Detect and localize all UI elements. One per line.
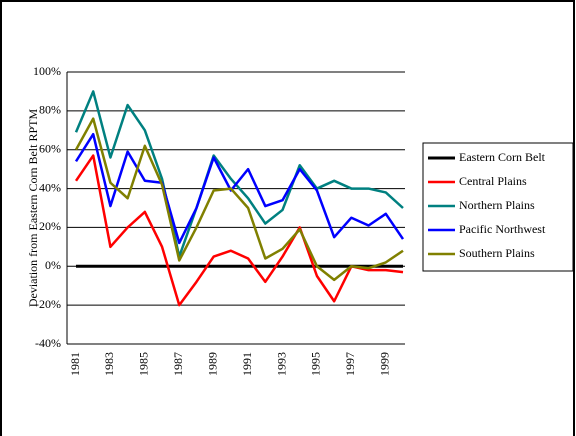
series-line [74, 117, 404, 282]
legend-label: Central Plains [459, 174, 527, 188]
legend-label: Eastern Corn Belt [459, 150, 546, 164]
legend-label: Pacific Northwest [459, 222, 546, 236]
legend-label: Northern Plains [459, 198, 535, 212]
x-tick-label: 1993 [274, 352, 288, 376]
y-tick-label: 20% [39, 219, 61, 233]
x-tick-label: 1999 [378, 352, 392, 376]
x-tick-label: 1981 [68, 352, 82, 376]
series-line [74, 132, 405, 245]
y-tick-label: 60% [39, 141, 61, 155]
x-tick-label: 1997 [343, 352, 357, 376]
x-tick-label: 1995 [309, 352, 323, 376]
y-axis-label: Deviation from Eastern Corn Belt RPTM [26, 109, 40, 308]
y-tick-label: 100% [33, 64, 61, 78]
x-tick-label: 1989 [205, 352, 219, 376]
x-tick-label: 1983 [102, 352, 116, 376]
y-tick-label: 0% [45, 258, 61, 272]
y-tick-label: -20% [35, 297, 61, 311]
series-line [74, 90, 404, 258]
y-tick-label: 80% [39, 103, 61, 117]
x-tick-label: 1987 [171, 352, 185, 376]
legend-box [422, 142, 574, 272]
x-tick-label: 1991 [240, 352, 254, 376]
y-tick-label: -40% [35, 336, 61, 350]
y-tick-label: 40% [39, 180, 61, 194]
x-tick-label: 1985 [137, 352, 151, 376]
series-line [74, 154, 404, 307]
legend-label: Southern Plains [459, 246, 535, 260]
